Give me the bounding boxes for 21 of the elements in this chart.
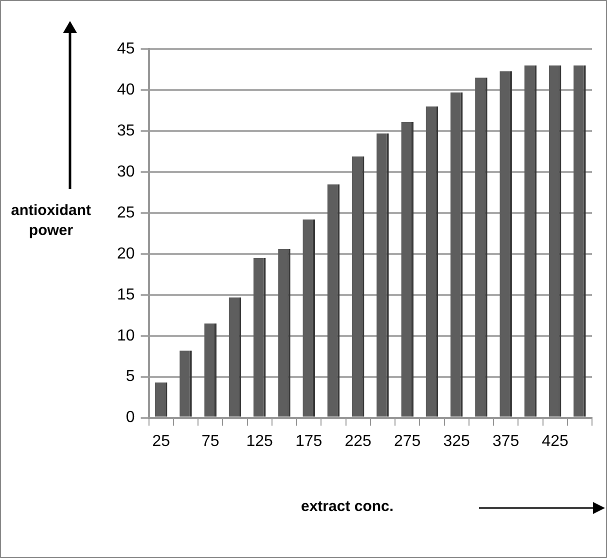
x-tick-label: 325	[443, 432, 470, 450]
y-tick-label: 20	[117, 245, 135, 262]
x-tick-label: 75	[201, 432, 220, 450]
x-tick-label: 25	[152, 432, 170, 450]
y-tick-label: 40	[117, 81, 135, 98]
x-tick-label: 275	[394, 432, 421, 450]
x-tick-label: 225	[344, 432, 372, 450]
y-tick-label: 25	[117, 204, 135, 222]
x-tick-label: 425	[542, 432, 569, 450]
y-tick-label: 45	[117, 40, 135, 58]
y-tick-label: 30	[117, 163, 135, 180]
y-axis-title: antioxidant power	[10, 201, 92, 241]
x-tick-label: 375	[492, 432, 520, 450]
x-tick-label: 125	[246, 432, 274, 450]
y-tick-label: 15	[117, 286, 135, 304]
y-tick-label: 35	[117, 122, 135, 140]
y-tick-label: 10	[117, 327, 135, 344]
x-axis-title: extract conc.	[301, 498, 394, 515]
y-tick-label: 0	[126, 409, 135, 426]
x-tick-label: 175	[295, 432, 322, 450]
y-tick-label: 5	[126, 368, 135, 386]
